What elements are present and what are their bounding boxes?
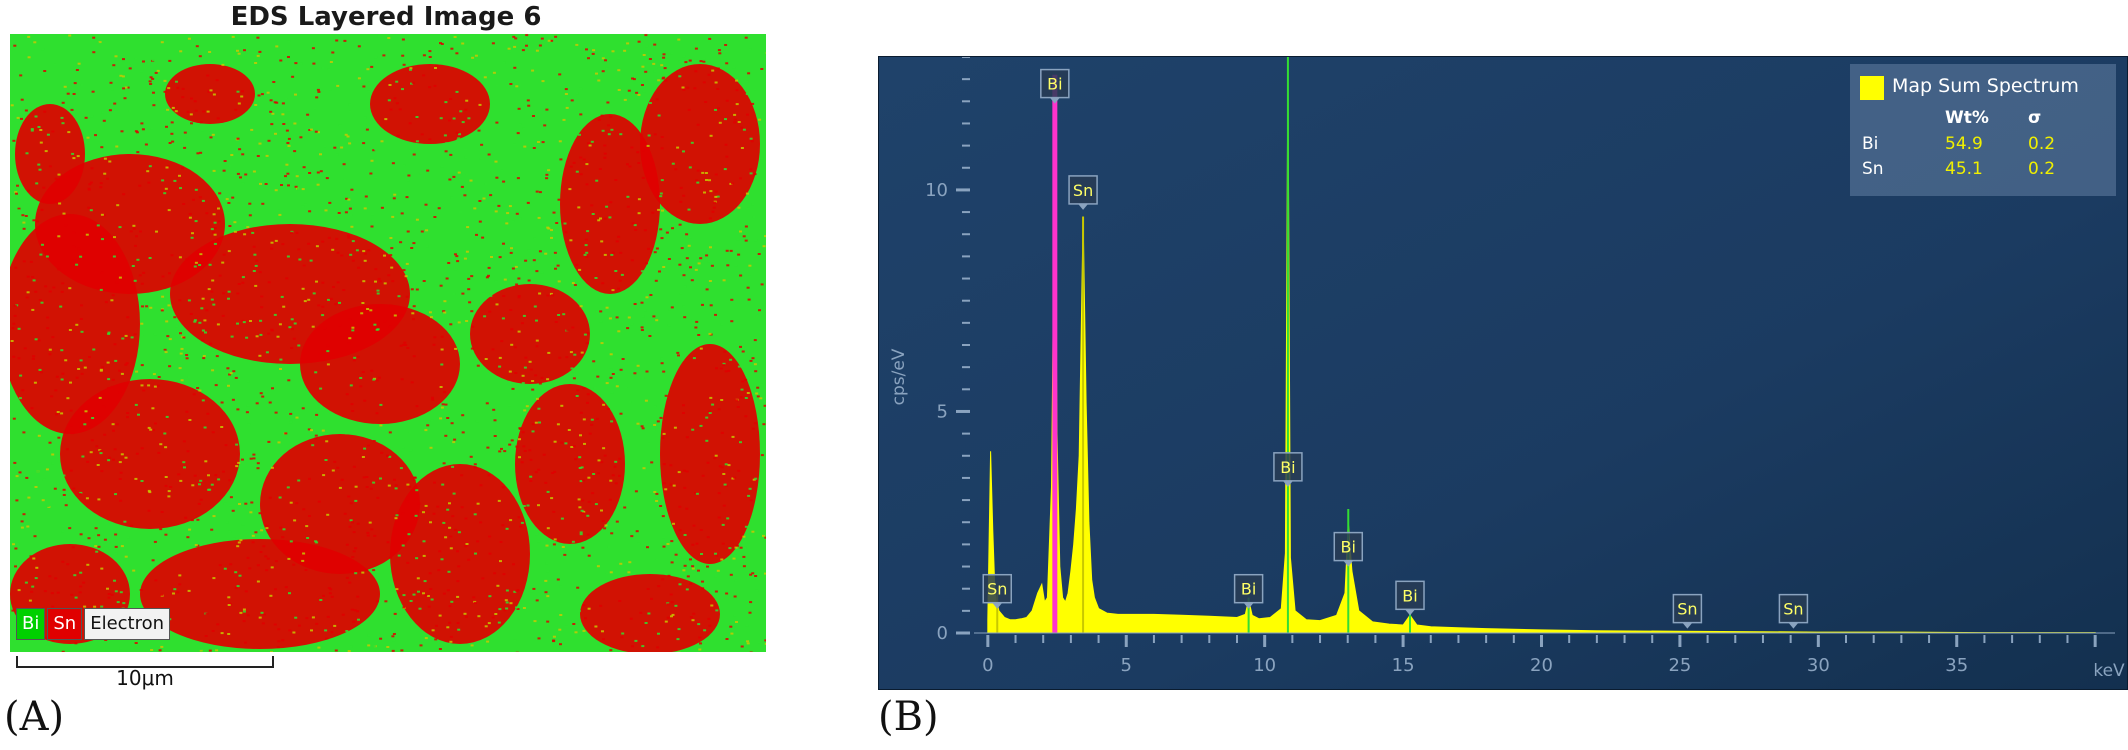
legend-sn: Sn bbox=[47, 608, 83, 640]
results-table-title: Map Sum Spectrum bbox=[1892, 75, 2079, 97]
peak-label-text: Bi bbox=[1241, 580, 1256, 599]
y-tick-label: 5 bbox=[937, 401, 948, 422]
spectrum-layer bbox=[987, 61, 2096, 634]
sn-region bbox=[60, 379, 240, 529]
spectrum-series bbox=[987, 61, 2096, 634]
x-tick-label: 0 bbox=[982, 655, 993, 676]
x-tick-label: 20 bbox=[1530, 655, 1553, 676]
y-axis-label: cps/eV bbox=[889, 348, 909, 405]
peak-label-text: Sn bbox=[1677, 600, 1697, 619]
spectrum-color-swatch bbox=[1860, 76, 1884, 100]
peak-label: Bi bbox=[1233, 573, 1264, 609]
peak-markers: Bi Sn Sn Bi Bi Bi Bi Sn Sn bbox=[982, 57, 1809, 633]
x-tick-label: 30 bbox=[1807, 655, 1830, 676]
sn-region bbox=[470, 284, 590, 384]
panel-label-b: (B) bbox=[878, 694, 939, 740]
scale-bar-label: 10μm bbox=[116, 666, 174, 690]
peak-label: Sn bbox=[982, 573, 1013, 609]
axes: 0 5 10 15 20 25 30 35 0 5 10 bbox=[925, 57, 2115, 676]
row-wt: 54.9 bbox=[1945, 134, 1983, 154]
header-wt: Wt% bbox=[1945, 108, 1989, 128]
peak-label-text: Sn bbox=[1073, 181, 1093, 200]
sn-region bbox=[660, 344, 760, 564]
row-sigma: 0.2 bbox=[2028, 134, 2056, 154]
x-tick-label: 25 bbox=[1668, 655, 1691, 676]
header-sigma: σ bbox=[2028, 108, 2042, 128]
map-title: EDS Layered Image 6 bbox=[230, 2, 542, 32]
map-legend: Bi Sn Electron bbox=[16, 608, 171, 640]
y-tick-label: 10 bbox=[925, 180, 948, 201]
peak-label-text: Bi bbox=[1402, 586, 1417, 605]
peak-label: Sn bbox=[1068, 175, 1098, 210]
x-axis-label: keV bbox=[2093, 661, 2125, 681]
x-tick-label: 15 bbox=[1392, 655, 1415, 676]
peak-label-text: Sn bbox=[1783, 600, 1803, 619]
scale-bar bbox=[16, 656, 274, 668]
sn-region bbox=[390, 464, 530, 644]
sn-region bbox=[165, 64, 255, 124]
peak-label: Sn bbox=[1672, 593, 1703, 629]
eds-map-image bbox=[10, 34, 766, 652]
y-tick-label: 0 bbox=[937, 623, 948, 644]
row-wt: 45.1 bbox=[1945, 159, 1983, 179]
x-tick-label: 10 bbox=[1253, 655, 1276, 676]
peak-label-text: Bi bbox=[1047, 75, 1062, 94]
row-sigma: 0.2 bbox=[2028, 159, 2056, 179]
peak-label: Bi bbox=[1333, 531, 1364, 567]
row-element: Sn bbox=[1862, 159, 1884, 179]
sn-region bbox=[260, 434, 420, 574]
peak-label-text: Bi bbox=[1280, 458, 1295, 477]
panel-label-a: (A) bbox=[4, 694, 65, 740]
sn-region bbox=[300, 304, 460, 424]
sn-region bbox=[640, 64, 760, 224]
x-tick-label: 5 bbox=[1121, 655, 1132, 676]
peak-label: Bi bbox=[1040, 68, 1070, 104]
peak-label: Bi bbox=[1273, 452, 1303, 487]
peak-label: Bi bbox=[1395, 580, 1425, 616]
sn-region bbox=[370, 64, 490, 144]
peak-label: Sn bbox=[1778, 593, 1809, 629]
legend-bi: Bi bbox=[16, 608, 46, 640]
peak-label-text: Bi bbox=[1341, 538, 1356, 557]
peak-label-text: Sn bbox=[987, 580, 1007, 599]
row-element: Bi bbox=[1862, 134, 1879, 154]
legend-electron: Electron bbox=[84, 608, 171, 640]
results-table: Map Sum Spectrum Wt% σ Bi 54.9 0.2 Sn 45… bbox=[1850, 64, 2116, 196]
eds-map-svg bbox=[10, 34, 766, 652]
x-tick-label: 35 bbox=[1945, 655, 1968, 676]
